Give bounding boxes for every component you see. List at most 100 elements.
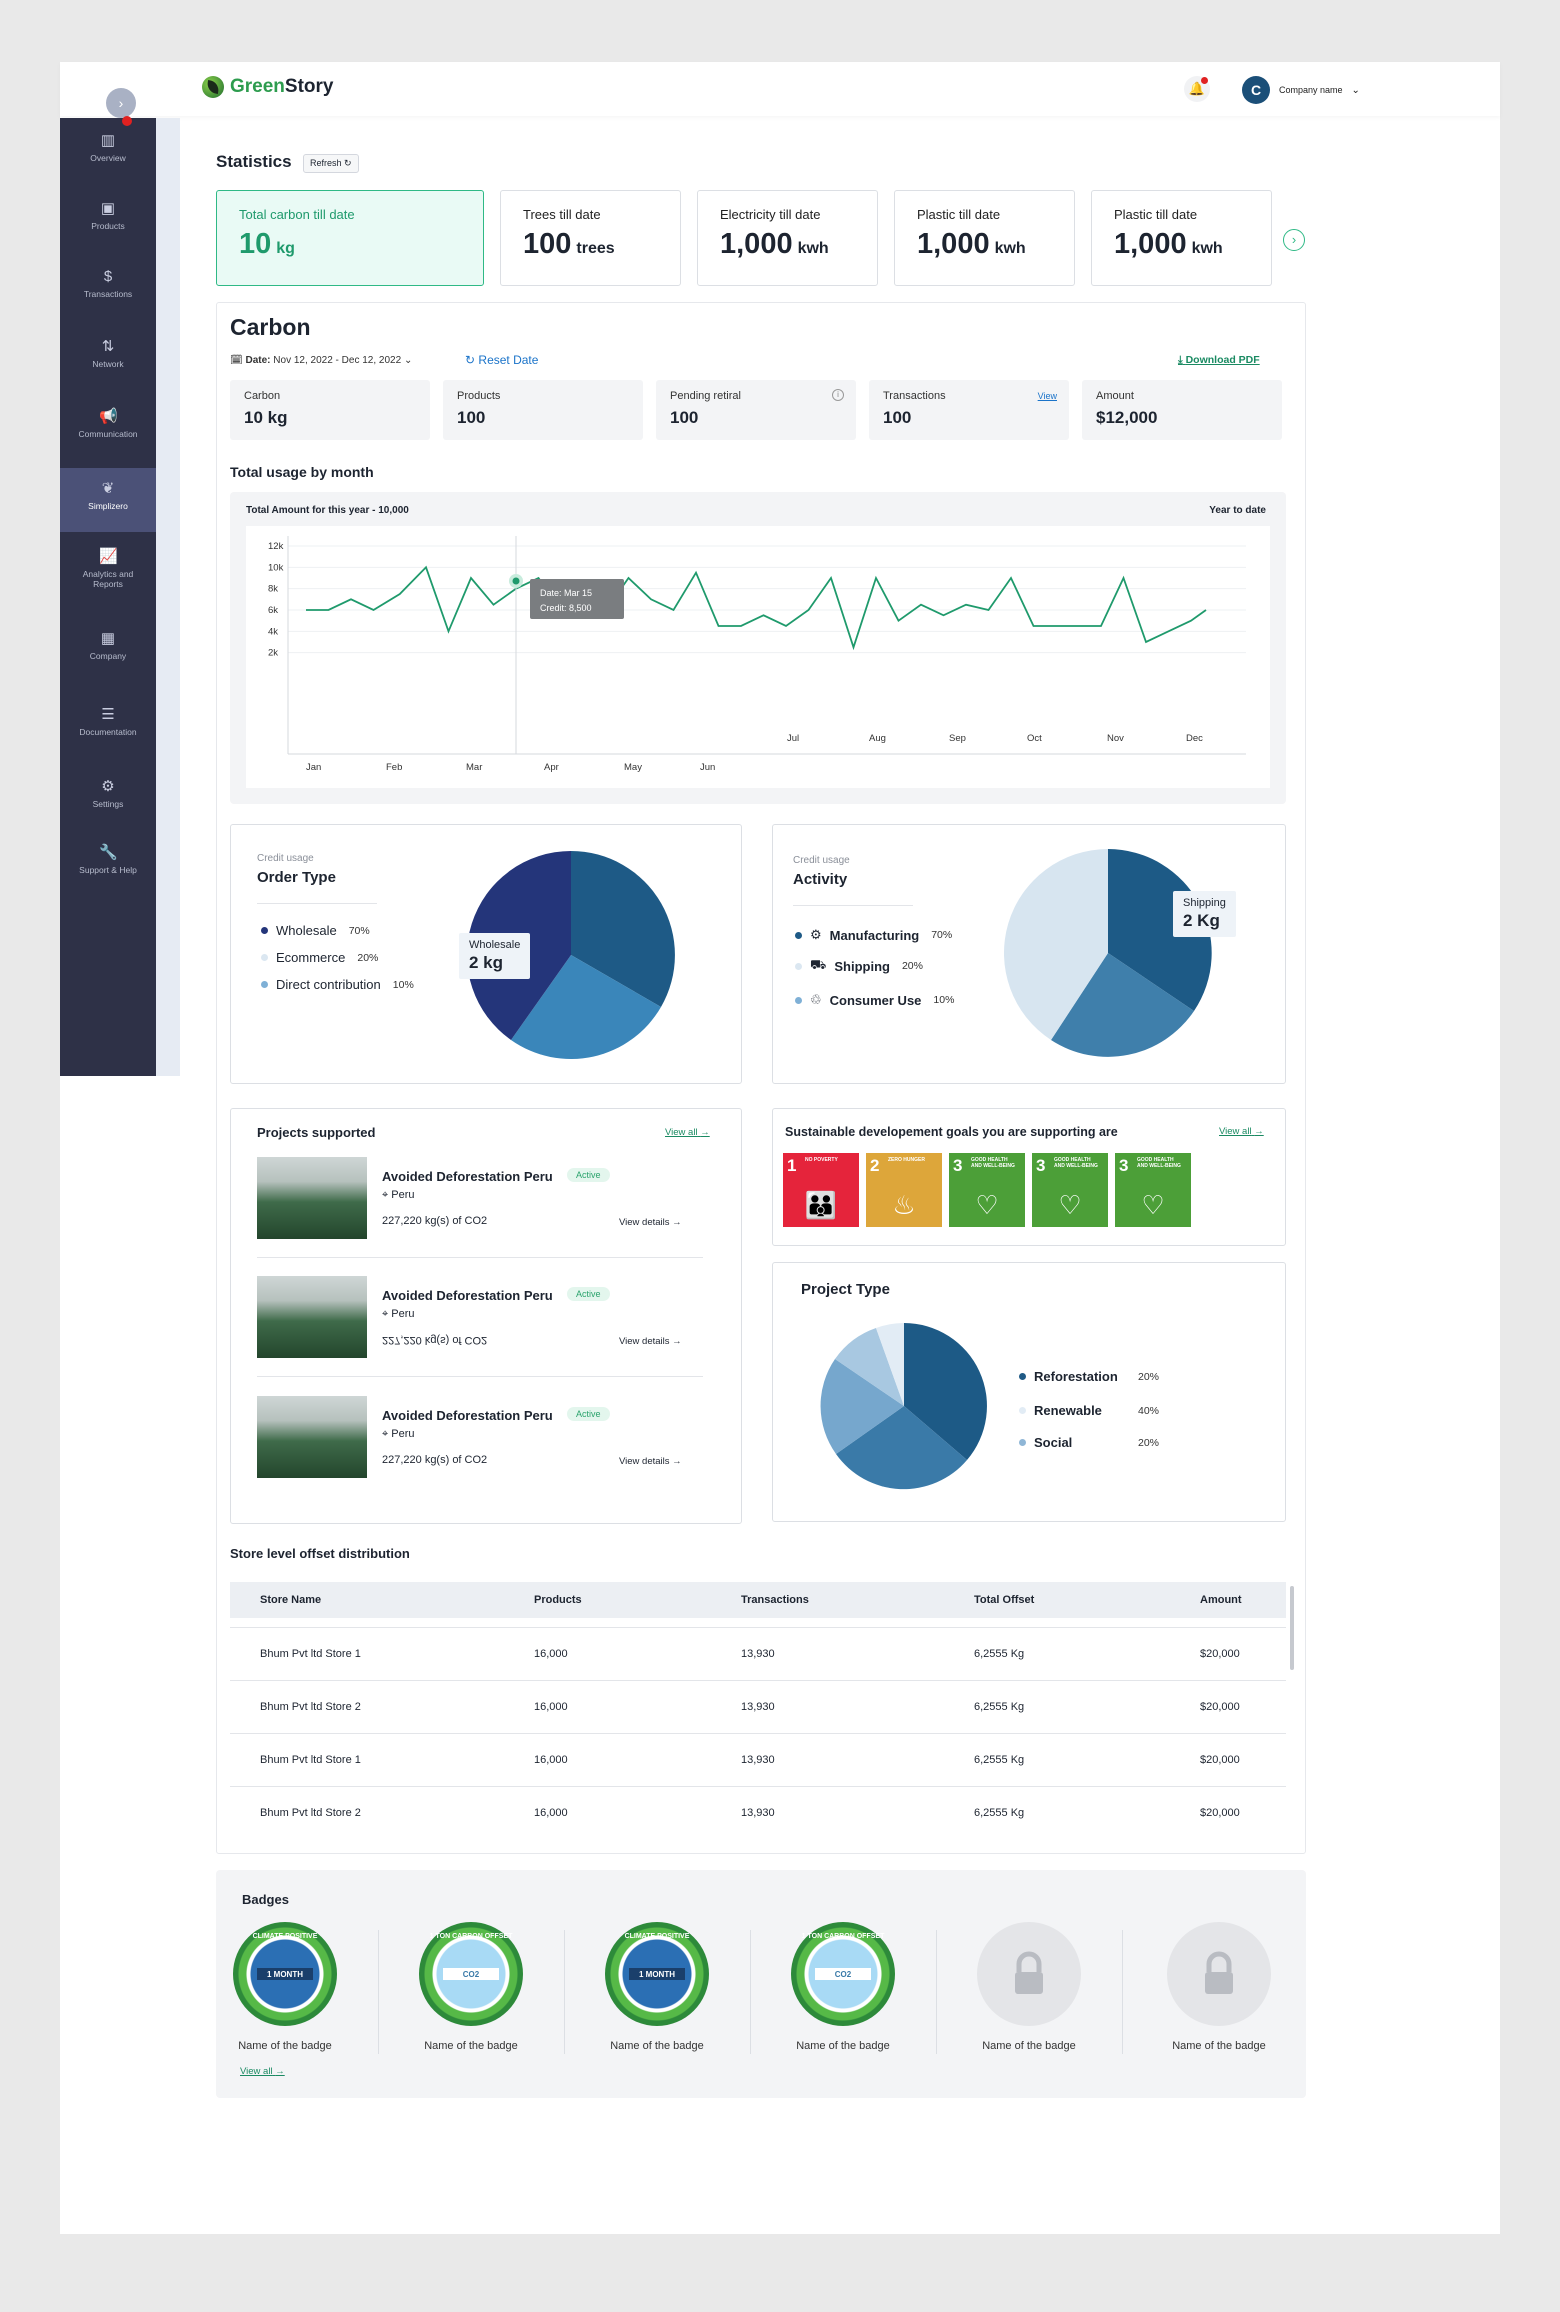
stat-card-carbon[interactable]: Total carbon till date 10 kg <box>216 190 484 286</box>
location-pin-icon: ⌖ <box>382 1189 389 1201</box>
badges-view-all-link[interactable]: View all → <box>240 2066 285 2077</box>
stat-card-plastic[interactable]: Plastic till date 1,000 kwh <box>894 190 1075 286</box>
sidebar-item-products[interactable]: ▣ Products <box>91 200 125 231</box>
chart-tooltip <box>530 579 624 619</box>
sdg-tile-good-health[interactable]: 3 GOOD HEALTH AND WELL-BEING ♡ <box>1115 1153 1191 1227</box>
status-badge: Active <box>567 1168 610 1182</box>
pie-slice-a[interactable] <box>904 1323 987 1460</box>
family-icon: 👪 <box>804 1190 838 1220</box>
pie-slice-c[interactable] <box>820 1359 904 1454</box>
transactions-view-link[interactable]: View <box>1037 391 1057 401</box>
x-tick-label: Nov <box>1107 733 1124 744</box>
legend-dot <box>261 927 268 934</box>
sidebar-item-overview[interactable]: ▥ Overview <box>90 132 126 163</box>
stat-card-electricity[interactable]: Electricity till date 1,000 kwh <box>697 190 878 286</box>
sdg-tile-no-poverty[interactable]: 1 NO POVERTY 👪 <box>783 1153 859 1227</box>
x-tick-label: Sep <box>949 733 966 744</box>
project-item[interactable]: Avoided Deforestation Peru Active ⌖ Peru… <box>257 1157 703 1258</box>
table-row[interactable]: Bhum Pvt ltd Store 1 16,000 13,930 6,2555 K… <box>230 1734 1286 1787</box>
refresh-button[interactable]: Refresh ↻ <box>303 154 359 173</box>
y-tick-label: 12k <box>268 541 284 552</box>
badge-item[interactable]: 1 TON CARBON OFFSET CO2 Name of the badge <box>768 1922 918 2052</box>
table-row[interactable]: Bhum Pvt ltd Store 1 16,000 13,930 6,2555 K… <box>230 1628 1286 1681</box>
next-arrow-button[interactable]: › <box>1283 229 1305 251</box>
year-to-date-selector[interactable]: Year to date <box>1209 505 1266 516</box>
notification-bell-icon[interactable]: 🔔 <box>1184 76 1210 102</box>
pie-slice-a[interactable] <box>1108 849 1212 1011</box>
badge-item[interactable]: Name of the badge <box>954 1922 1104 2052</box>
refresh-icon: ↻ <box>344 158 352 168</box>
badge-divider <box>936 1930 937 2054</box>
sidebar-item-settings[interactable]: ⚙ Settings <box>92 778 124 809</box>
view-details-link[interactable]: View details → <box>619 1217 682 1228</box>
sdg-tile-good-health[interactable]: 3 GOOD HEALTH AND WELL-BEING ♡ <box>1032 1153 1108 1227</box>
x-tick-label: Aug <box>869 733 886 744</box>
table-row[interactable]: Bhum Pvt ltd Store 2 16,000 13,930 6,2555 K… <box>230 1681 1286 1734</box>
pie-slice-c[interactable] <box>1003 849 1108 1040</box>
sidebar-item-transactions[interactable]: $ Transactions <box>83 268 133 299</box>
kpi-amount: Amount $12,000 <box>1082 380 1282 440</box>
heartbeat-icon: ♡ <box>975 1190 999 1220</box>
y-tick-label: 4k <box>268 626 278 637</box>
view-details-link[interactable]: View details → <box>619 1336 682 1347</box>
sidebar-item-support[interactable]: 🔧 Support & Help <box>79 844 137 875</box>
sidebar-item-company[interactable]: ▦ Company <box>89 630 127 661</box>
sdg-tile-good-health[interactable]: 3 GOOD HEALTH AND WELL-BEING ♡ <box>949 1153 1025 1227</box>
svg-text:1 MONTH: 1 MONTH <box>267 1970 303 1979</box>
view-details-link[interactable]: View details → <box>619 1456 682 1467</box>
statistics-title: Statistics <box>216 152 292 171</box>
table-row[interactable]: Bhum Pvt ltd Store 2 16,000 13,930 6,2555 K… <box>260 1807 1240 1819</box>
legend-reforestation: Reforestation 20% <box>1019 1369 1159 1384</box>
sidebar-item-documentation[interactable]: ☰ Documentation <box>79 706 137 737</box>
pie-slice-b[interactable] <box>1051 953 1194 1057</box>
divider <box>257 1257 703 1258</box>
sidebar-toggle-button[interactable]: › <box>106 88 136 118</box>
x-tick-label: Jul <box>787 733 799 744</box>
date-filter[interactable]: 🗓 Date: Nov 12, 2022 - Dec 12, 2022 ⌄ <box>230 355 413 366</box>
manufacturing-icon: ⚙ <box>810 927 822 942</box>
pie-slice-e[interactable] <box>876 1323 904 1406</box>
stat-card-plastic-2[interactable]: Plastic till date 1,000 kwh <box>1091 190 1272 286</box>
sdg-card: Sustainable developement goals you are s… <box>772 1108 1286 1246</box>
greenstory-logo[interactable]: GreenStory <box>202 76 334 98</box>
pie-slice-d[interactable] <box>835 1328 904 1406</box>
carbon-offset-badge-icon: 1 TON CARBON OFFSET CO2 <box>419 1922 523 2026</box>
sidebar-item-simplizero[interactable]: ❦ Simplizero <box>60 468 156 532</box>
badge-item[interactable]: CLIMATE POSITIVE 1 MONTH Name of the badge <box>210 1922 360 2052</box>
forest-image <box>257 1396 367 1478</box>
badge-item[interactable]: Name of the badge <box>1144 1922 1294 2052</box>
location-pin-icon: ⌖ <box>382 1428 389 1440</box>
sdg-view-all-link[interactable]: View all → <box>1219 1126 1264 1137</box>
climate-positive-badge-icon: CLIMATE POSITIVE 1 MONTH <box>233 1922 337 2026</box>
heartbeat-icon: ♡ <box>1141 1190 1165 1220</box>
reset-date-button[interactable]: ↻ Reset Date <box>465 353 539 367</box>
pie-slice-b[interactable] <box>836 1406 967 1490</box>
info-icon[interactable]: i <box>832 389 844 401</box>
project-item[interactable]: Avoided Deforestation Peru Active ⌖ Peru… <box>257 1396 703 1496</box>
sdg-tile-zero-hunger[interactable]: 2 ZERO HUNGER ♨ <box>866 1153 942 1227</box>
pie-slice-a[interactable] <box>571 851 675 1007</box>
projects-view-all-link[interactable]: View all → <box>665 1127 710 1138</box>
legend-manufacturing: ⚙ Manufacturing 70% <box>795 927 952 943</box>
pie-slice-b[interactable] <box>511 955 661 1060</box>
badge-item[interactable]: CLIMATE POSITIVE 1 MONTH Name of the badge <box>582 1922 732 2052</box>
sidebar-item-communication[interactable]: 📢 Communication <box>78 408 138 439</box>
carbon-title: Carbon <box>230 314 311 340</box>
legend-dot <box>261 981 268 988</box>
heartbeat-icon: ♡ <box>1058 1190 1082 1220</box>
project-item[interactable]: Avoided Deforestation Peru Active ⌖ Peru… <box>257 1276 703 1377</box>
kpi-products: Products 100 <box>443 380 643 440</box>
svg-text:CLIMATE POSITIVE: CLIMATE POSITIVE <box>625 1933 690 1940</box>
badge-item[interactable]: 1 TON CARBON OFFSET CO2 Name of the badge <box>396 1922 546 2052</box>
table-scrollbar[interactable] <box>1290 1586 1294 1670</box>
company-switcher[interactable]: C Company name ⌄ <box>1242 76 1360 104</box>
badge-divider <box>1122 1930 1123 2054</box>
sidebar-item-analytics[interactable]: 📈 Analytics and Reports <box>82 548 134 589</box>
company-name: Company name <box>1279 85 1343 95</box>
tooltip-credit: Credit: 8,500 <box>540 603 592 613</box>
stat-card-trees[interactable]: Trees till date 100 trees <box>500 190 681 286</box>
arrow-right-icon: → <box>672 1336 682 1347</box>
transactions-icon: $ <box>103 268 113 285</box>
sidebar-item-network[interactable]: ⇅ Network <box>92 338 124 369</box>
download-pdf-button[interactable]: ⤓ Download PDF <box>1178 354 1260 366</box>
